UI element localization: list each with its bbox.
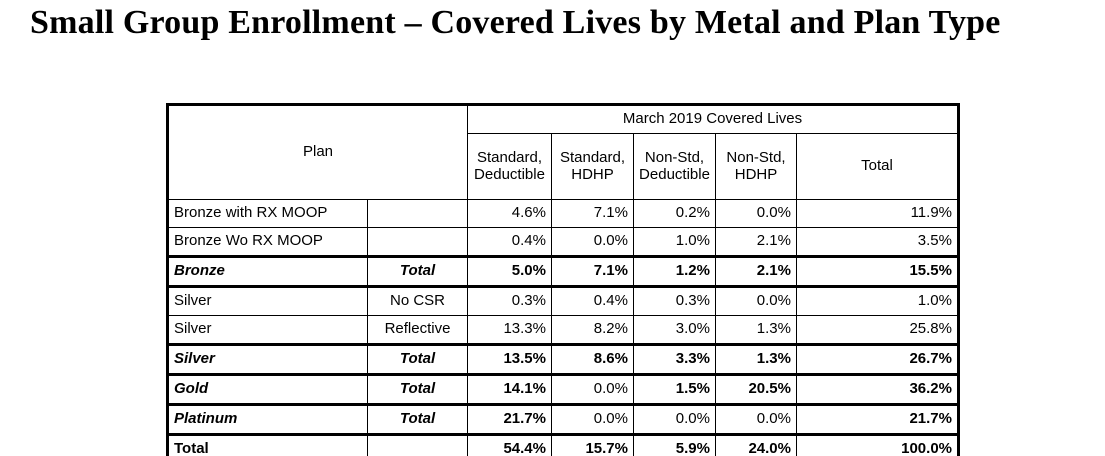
value-cell: 13.5% (467, 343, 552, 376)
value-cell: 1.5% (633, 373, 716, 406)
row-total-cell: 21.7% (796, 403, 959, 436)
plan-name-cell: Bronze (167, 255, 368, 288)
value-cell: 14.1% (467, 373, 552, 406)
value-cell: 1.2% (633, 255, 716, 288)
column-header-standard-hdhp: Standard, HDHP (551, 133, 634, 200)
value-cell-gray: 0.0% (633, 403, 716, 436)
value-cell: 7.1% (551, 255, 634, 288)
row-total-cell: 1.0% (796, 286, 959, 316)
table-row-silver-reflective: Silver Reflective 13.3% 8.2% 3.0% 1.3% 2… (167, 315, 959, 345)
table-row-silver-no-csr: Silver No CSR 0.3% 0.4% 0.3% 0.0% 1.0% (167, 286, 959, 316)
plan-name-cell: Gold (167, 373, 368, 406)
table-row-bronze-wo-rx-moop: Bronze Wo RX MOOP 0.4% 0.0% 1.0% 2.1% 3.… (167, 227, 959, 257)
column-header-nonstd-hdhp: Non-Std, HDHP (715, 133, 797, 200)
plan-subtype-cell (367, 199, 468, 228)
value-cell: 0.4% (467, 227, 552, 257)
value-cell: 54.4% (467, 433, 552, 456)
value-cell-gray: 0.0% (551, 373, 634, 406)
page-title: Small Group Enrollment – Covered Lives b… (30, 4, 1001, 41)
value-cell: 5.9% (633, 433, 716, 456)
plan-subtype-cell: Total (367, 255, 468, 288)
value-cell: 0.3% (467, 286, 552, 316)
value-cell: 1.3% (715, 343, 797, 376)
enrollment-table-container: Plan March 2019 Covered Lives Standard, … (166, 103, 960, 456)
value-cell: 24.0% (715, 433, 797, 456)
value-cell-gray: 0.0% (715, 403, 797, 436)
value-cell: 13.3% (467, 315, 552, 345)
table-row-platinum-total: Platinum Total 21.7% 0.0% 0.0% 0.0% 21.7… (167, 403, 959, 436)
plan-subtype-cell (367, 433, 468, 456)
value-cell: 15.7% (551, 433, 634, 456)
plan-subtype-cell: Total (367, 373, 468, 406)
enrollment-table: Plan March 2019 Covered Lives Standard, … (166, 103, 960, 456)
row-total-cell: 26.7% (796, 343, 959, 376)
value-cell-gray: 0.0% (715, 199, 797, 228)
row-total-cell: 36.2% (796, 373, 959, 406)
period-header-cell: March 2019 Covered Lives (467, 104, 959, 134)
column-header-standard-deductible: Standard, Deductible (467, 133, 552, 200)
value-cell: 5.0% (467, 255, 552, 288)
value-cell: 0.2% (633, 199, 716, 228)
plan-subtype-cell: No CSR (367, 286, 468, 316)
plan-header-cell: Plan (167, 104, 468, 200)
table-row-silver-total: Silver Total 13.5% 8.6% 3.3% 1.3% 26.7% (167, 343, 959, 376)
plan-subtype-cell: Total (367, 343, 468, 376)
row-total-cell: 15.5% (796, 255, 959, 288)
header-row-group: Plan March 2019 Covered Lives (167, 104, 959, 200)
value-cell-gray: 0.0% (551, 403, 634, 436)
value-cell: 1.0% (633, 227, 716, 257)
plan-subtype-cell: Reflective (367, 315, 468, 345)
value-cell: 1.3% (715, 315, 797, 345)
table-row-grand-total: Total 54.4% 15.7% 5.9% 24.0% 100.0% (167, 433, 959, 456)
row-total-cell: 3.5% (796, 227, 959, 257)
table-row-bronze-with-rx-moop: Bronze with RX MOOP 4.6% 7.1% 0.2% 0.0% … (167, 199, 959, 228)
value-cell: 0.3% (633, 286, 716, 316)
plan-subtype-cell: Total (367, 403, 468, 436)
plan-name-cell: Silver (167, 315, 368, 345)
row-total-cell: 100.0% (796, 433, 959, 456)
row-total-cell: 11.9% (796, 199, 959, 228)
value-cell: 7.1% (551, 199, 634, 228)
value-cell: 3.0% (633, 315, 716, 345)
plan-name-cell: Platinum (167, 403, 368, 436)
plan-name-cell: Silver (167, 343, 368, 376)
column-header-nonstd-deductible: Non-Std, Deductible (633, 133, 716, 200)
value-cell: 0.4% (551, 286, 634, 316)
table-row-gold-total: Gold Total 14.1% 0.0% 1.5% 20.5% 36.2% (167, 373, 959, 406)
value-cell: 0.0% (715, 286, 797, 316)
plan-name-cell: Silver (167, 286, 368, 316)
value-cell: 4.6% (467, 199, 552, 228)
plan-name-cell: Bronze with RX MOOP (167, 199, 368, 228)
column-header-total: Total (796, 133, 959, 200)
row-total-cell: 25.8% (796, 315, 959, 345)
plan-subtype-cell (367, 227, 468, 257)
value-cell: 20.5% (715, 373, 797, 406)
value-cell: 8.6% (551, 343, 634, 376)
value-cell: 21.7% (467, 403, 552, 436)
value-cell: 2.1% (715, 255, 797, 288)
plan-name-cell: Bronze Wo RX MOOP (167, 227, 368, 257)
value-cell: 8.2% (551, 315, 634, 345)
value-cell-gray: 0.0% (551, 227, 634, 257)
header-row-columns: Standard, Deductible Standard, HDHP Non-… (168, 133, 959, 200)
table-row-bronze-total: Bronze Total 5.0% 7.1% 1.2% 2.1% 15.5% (167, 255, 959, 288)
plan-name-cell: Total (167, 433, 368, 456)
value-cell: 3.3% (633, 343, 716, 376)
value-cell: 2.1% (715, 227, 797, 257)
